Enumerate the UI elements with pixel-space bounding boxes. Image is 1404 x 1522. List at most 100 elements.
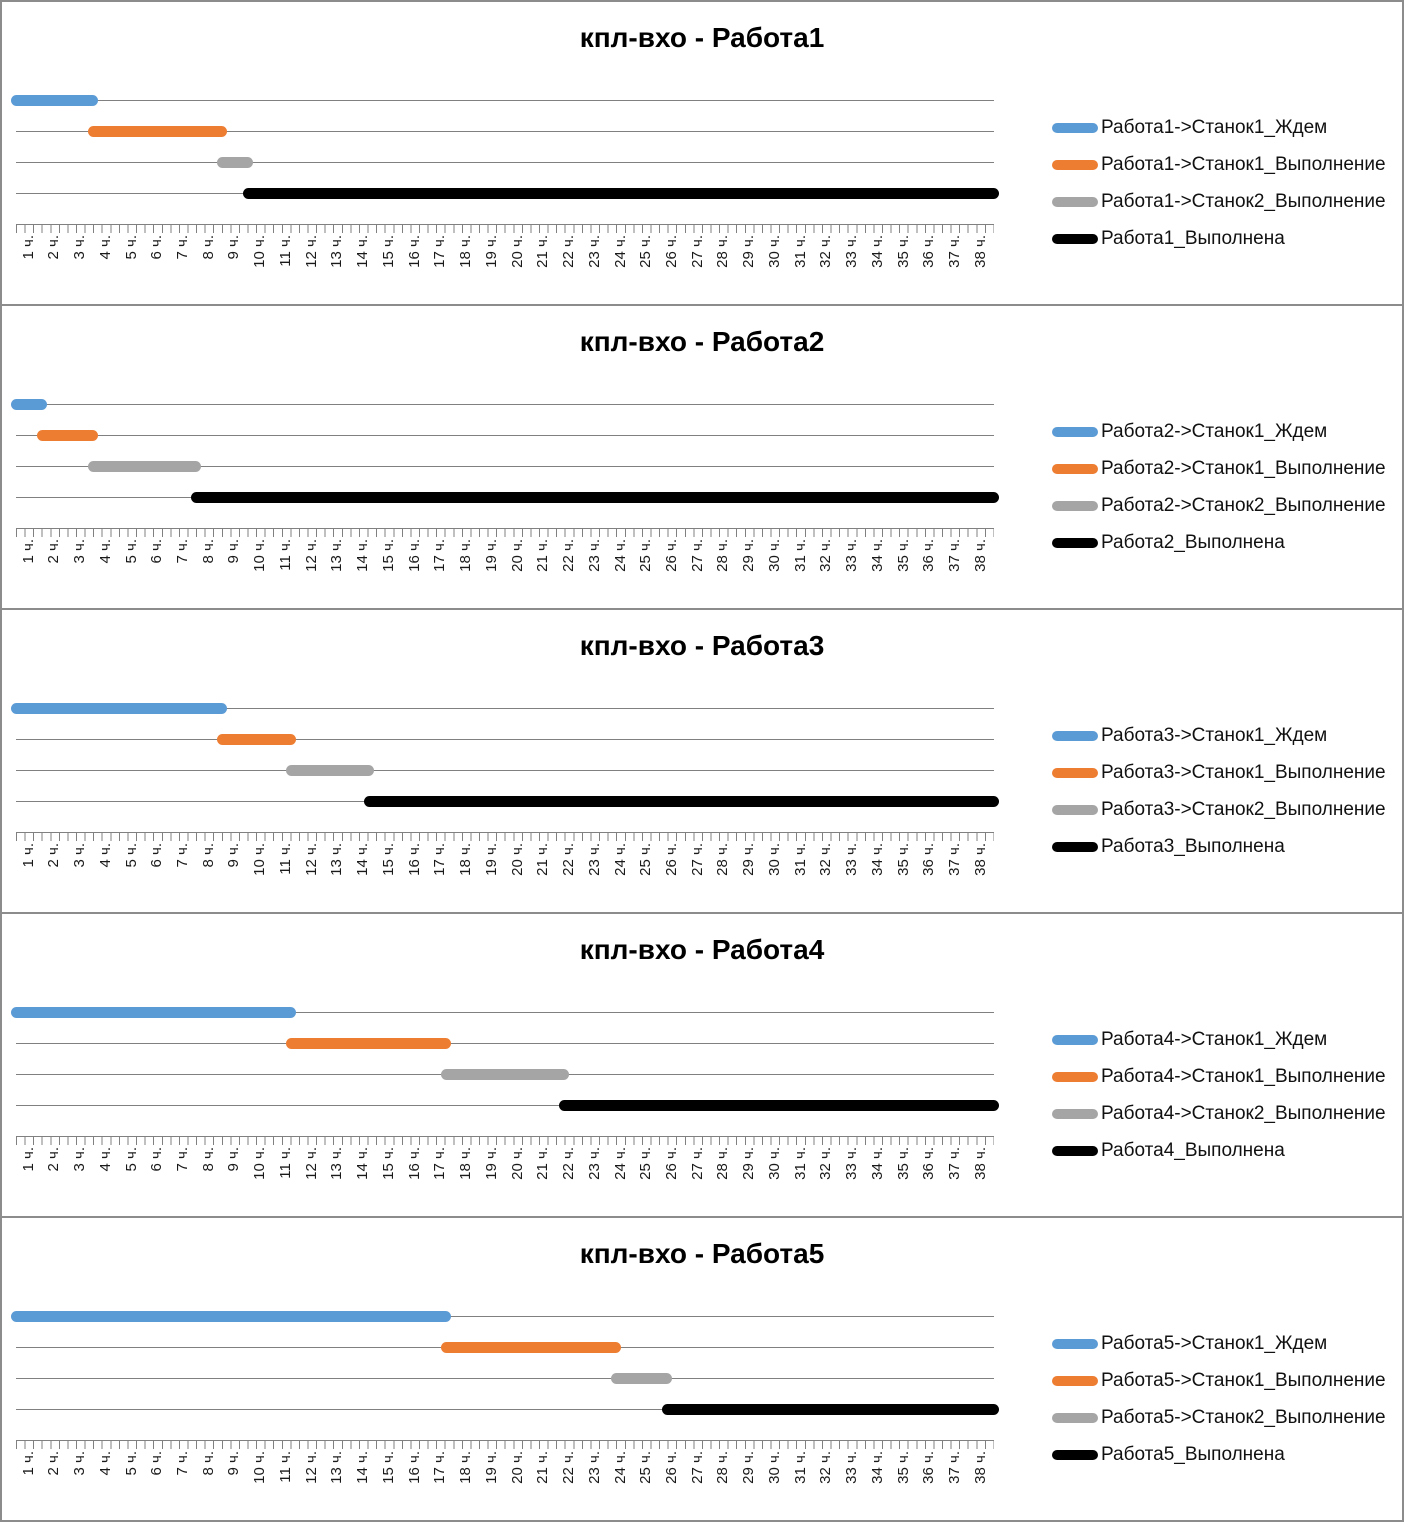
x-tick-cell: 27 ч. (685, 1147, 711, 1180)
x-tick-label: 28 ч. (714, 843, 732, 876)
x-tick-label: 18 ч. (457, 1451, 475, 1484)
x-tick-label: 4 ч. (96, 843, 114, 868)
x-tick-label: 35 ч. (894, 539, 912, 572)
x-tick-label: 17 ч. (431, 1451, 449, 1484)
x-tick-label: 18 ч. (457, 235, 475, 268)
x-tick-cell: 28 ч. (711, 843, 737, 876)
x-tick-label: 9 ч. (225, 235, 243, 260)
legend-label: Работа5->Станок1_Ждем (1101, 1333, 1328, 1354)
x-tick-cell: 38 ч. (968, 539, 994, 572)
x-tick-cell: 1 ч. (16, 1451, 42, 1476)
x-tick-cell: 32 ч. (814, 539, 840, 572)
x-tick-label: 19 ч. (482, 539, 500, 572)
legend: Работа1->Станок1_Ждем Работа1->Станок1_Вы… (1052, 117, 1386, 265)
legend-swatch-icon (1052, 1339, 1098, 1349)
x-tick-cell: 12 ч. (299, 1451, 325, 1484)
x-tick-cell: 33 ч. (840, 1451, 866, 1484)
plot-rows (11, 306, 999, 608)
x-tick-cell: 14 ч. (351, 235, 377, 268)
x-tick-cell: 24 ч. (608, 843, 634, 876)
x-tick-cell: 30 ч. (762, 843, 788, 876)
x-axis-labels: 1 ч. 2 ч. 3 ч. 4 ч. 5 ч. 6 ч. 7 ч. 8 ч. 9 ч. 10 ч… (16, 235, 994, 268)
x-tick-cell: 5 ч. (119, 1451, 145, 1476)
gridline (16, 461, 994, 472)
x-tick-label: 9 ч. (225, 539, 243, 564)
x-tick-cell: 10 ч. (248, 539, 274, 572)
x-tick-label: 21 ч. (534, 539, 552, 572)
x-tick-cell: 17 ч. (428, 539, 454, 572)
bar-Работа5->Станок2_Выполнение (610, 1373, 673, 1384)
x-tick-cell: 31 ч. (788, 539, 814, 572)
x-tick-cell: 6 ч. (145, 539, 171, 564)
x-tick-label: 27 ч. (688, 1451, 706, 1484)
x-tick-cell: 30 ч. (762, 1451, 788, 1484)
x-tick-label: 9 ч. (225, 843, 243, 868)
x-tick-cell: 37 ч. (942, 1451, 968, 1484)
legend-swatch-icon (1052, 123, 1098, 133)
x-tick-label: 33 ч. (843, 843, 861, 876)
x-tick-label: 14 ч. (354, 235, 372, 268)
x-tick-cell: 15 ч. (376, 1147, 402, 1180)
x-tick-label: 8 ч. (199, 539, 217, 564)
x-tick-cell: 18 ч. (453, 1147, 479, 1180)
x-tick-label: 4 ч. (96, 235, 114, 260)
x-tick-cell: 37 ч. (942, 1147, 968, 1180)
x-tick-cell: 21 ч. (531, 1451, 557, 1484)
x-tick-cell: 18 ч. (453, 235, 479, 268)
x-tick-cell: 17 ч. (428, 1451, 454, 1484)
legend-item: Работа2_Выполнена (1052, 532, 1386, 554)
legend-label: Работа4->Станок1_Ждем (1101, 1029, 1328, 1050)
x-tick-label: 30 ч. (765, 1147, 783, 1180)
x-tick-cell: 14 ч. (351, 843, 377, 876)
x-tick-cell: 19 ч. (479, 843, 505, 876)
x-tick-label: 7 ч. (174, 1451, 192, 1476)
x-tick-cell: 15 ч. (376, 539, 402, 572)
gridline (16, 1069, 994, 1080)
x-tick-label: 20 ч. (508, 1451, 526, 1484)
x-tick-label: 4 ч. (96, 539, 114, 564)
x-tick-label: 19 ч. (482, 235, 500, 268)
x-tick-cell: 12 ч. (299, 843, 325, 876)
x-tick-label: 19 ч. (482, 843, 500, 876)
gridline (16, 492, 999, 503)
x-tick-cell: 28 ч. (711, 1147, 737, 1180)
legend-item: Работа4->Станок2_Выполнение (1052, 1103, 1386, 1125)
x-tick-cell: 23 ч. (582, 1451, 608, 1484)
x-tick-label: 5 ч. (122, 539, 140, 564)
x-tick-cell: 16 ч. (402, 1147, 428, 1180)
x-tick-cell: 18 ч. (453, 1451, 479, 1484)
x-tick-cell: 1 ч. (16, 235, 42, 260)
x-tick-label: 9 ч. (225, 1147, 243, 1172)
x-tick-label: 25 ч. (637, 1451, 655, 1484)
x-tick-label: 37 ч. (946, 1451, 964, 1484)
x-axis-ruler (16, 832, 994, 841)
legend-swatch-icon (1052, 1072, 1098, 1082)
legend-item: Работа1_Выполнена (1052, 228, 1386, 250)
x-tick-label: 12 ч. (302, 1451, 320, 1484)
x-tick-cell: 36 ч. (917, 1147, 943, 1180)
x-tick-cell: 14 ч. (351, 539, 377, 572)
x-tick-cell: 3 ч. (67, 235, 93, 260)
x-tick-label: 21 ч. (534, 235, 552, 268)
chart-panel: кпл-вхо - Работа2 1 ч. 2 ч. 3 ч. 4 ч. 5 ч. 6 … (2, 304, 1402, 608)
x-tick-label: 21 ч. (534, 843, 552, 876)
legend-item: Работа5->Станок1_Выполнение (1052, 1370, 1386, 1392)
x-tick-label: 33 ч. (843, 1147, 861, 1180)
x-tick-cell: 3 ч. (67, 843, 93, 868)
legend-swatch-icon (1052, 842, 1098, 852)
x-tick-label: 25 ч. (637, 539, 655, 572)
legend-label: Работа5->Станок1_Выполнение (1101, 1370, 1386, 1391)
x-tick-cell: 21 ч. (531, 539, 557, 572)
bar-Работа3->Станок2_Выполнение (286, 765, 374, 776)
bar-Работа2_Выполнена (191, 492, 999, 503)
legend-swatch-icon (1052, 427, 1098, 437)
x-tick-label: 14 ч. (354, 843, 372, 876)
x-tick-cell: 13 ч. (325, 1147, 351, 1180)
x-tick-label: 34 ч. (868, 1147, 886, 1180)
legend-item: Работа3_Выполнена (1052, 836, 1386, 858)
x-tick-label: 26 ч. (662, 235, 680, 268)
gridline (16, 1373, 994, 1384)
x-tick-label: 26 ч. (662, 539, 680, 572)
x-tick-cell: 21 ч. (531, 235, 557, 268)
